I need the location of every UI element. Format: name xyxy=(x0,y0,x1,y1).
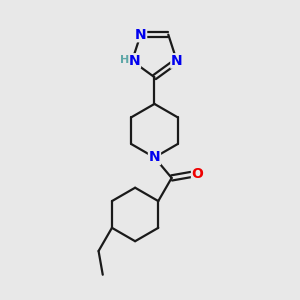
Text: N: N xyxy=(135,28,146,42)
Text: N: N xyxy=(171,54,183,68)
Text: N: N xyxy=(129,54,140,68)
Text: N: N xyxy=(148,150,160,164)
Text: O: O xyxy=(192,167,203,181)
Text: H: H xyxy=(120,55,129,65)
